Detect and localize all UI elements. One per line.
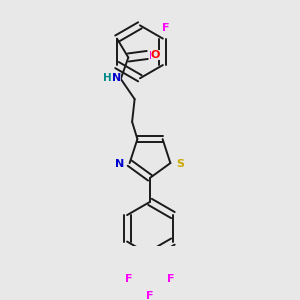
Text: N: N	[116, 159, 125, 170]
Text: F: F	[149, 51, 157, 61]
Text: F: F	[167, 274, 175, 284]
Text: F: F	[146, 291, 154, 300]
Text: H: H	[103, 74, 112, 83]
Text: F: F	[162, 23, 169, 34]
Text: N: N	[112, 74, 121, 83]
Text: F: F	[125, 274, 133, 284]
Text: O: O	[151, 50, 160, 60]
Text: S: S	[176, 159, 184, 170]
